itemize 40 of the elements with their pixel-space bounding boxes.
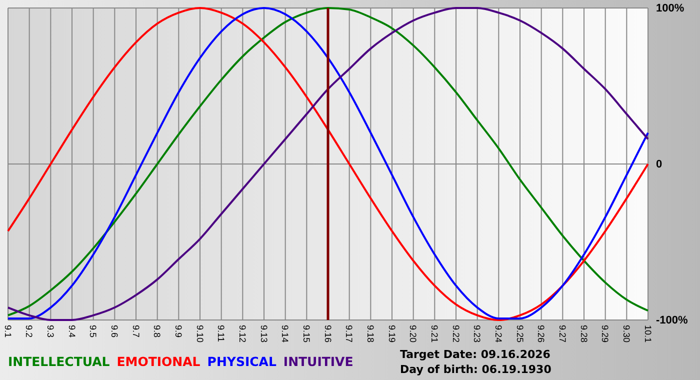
x-tick-label: 9.7 [130, 325, 141, 338]
x-tick-label: 9.24 [494, 325, 504, 343]
x-tick-label: 9.28 [578, 325, 589, 343]
text: EMOTIONAL [116, 354, 200, 369]
x-tick-label: 9.6 [110, 325, 120, 338]
x-tick-label: 9.9 [174, 325, 184, 338]
x-tick-label: 9.8 [152, 325, 162, 338]
x-tick-label: 9.22 [450, 325, 461, 343]
x-tick-label: 9.3 [46, 325, 56, 338]
text: Day of birth: 06.19.1930 [400, 363, 552, 376]
x-tick-label: 9.26 [536, 325, 546, 343]
x-tick-label: 9.11 [216, 325, 226, 342]
x-tick-label: 9.15 [302, 325, 312, 343]
x-tick-label: 9.18 [366, 325, 376, 343]
y-tick-label: -100% [656, 314, 688, 327]
x-tick-label: 9.17 [344, 325, 354, 343]
x-tick-label: 9.16 [322, 325, 333, 343]
x-tick-label: 9.23 [472, 325, 482, 343]
x-tick-label: 9.4 [66, 325, 77, 338]
x-tick-label: 9.29 [600, 325, 610, 343]
text: INTELLECTUAL [8, 354, 110, 369]
x-tick-label: 9.14 [280, 325, 290, 343]
x-tick-label: 9.27 [558, 325, 568, 343]
x-tick-label: 9.10 [194, 325, 205, 343]
y-tick-label: 100% [656, 2, 684, 15]
x-tick-label: 9.12 [238, 325, 248, 343]
x-tick-label: 9.13 [258, 325, 269, 343]
x-tick-label: 9.2 [24, 325, 34, 338]
y-tick-label: 0 [656, 158, 662, 171]
x-tick-label: 9.20 [408, 325, 418, 343]
text: INTUITIVE [283, 354, 354, 369]
x-tick-label: 9.25 [514, 325, 525, 343]
x-tick-label: 9.5 [88, 325, 98, 338]
text: PHYSICAL [207, 354, 276, 369]
x-tick-label: 9.19 [386, 325, 397, 343]
text: Target Date: 09.16.2026 [400, 348, 551, 361]
x-tick-label: 9.21 [430, 325, 440, 343]
x-tick-label: 9.30 [622, 325, 632, 343]
x-tick-label: 9.1 [2, 325, 13, 338]
x-tick-label: 10.1 [642, 325, 653, 343]
